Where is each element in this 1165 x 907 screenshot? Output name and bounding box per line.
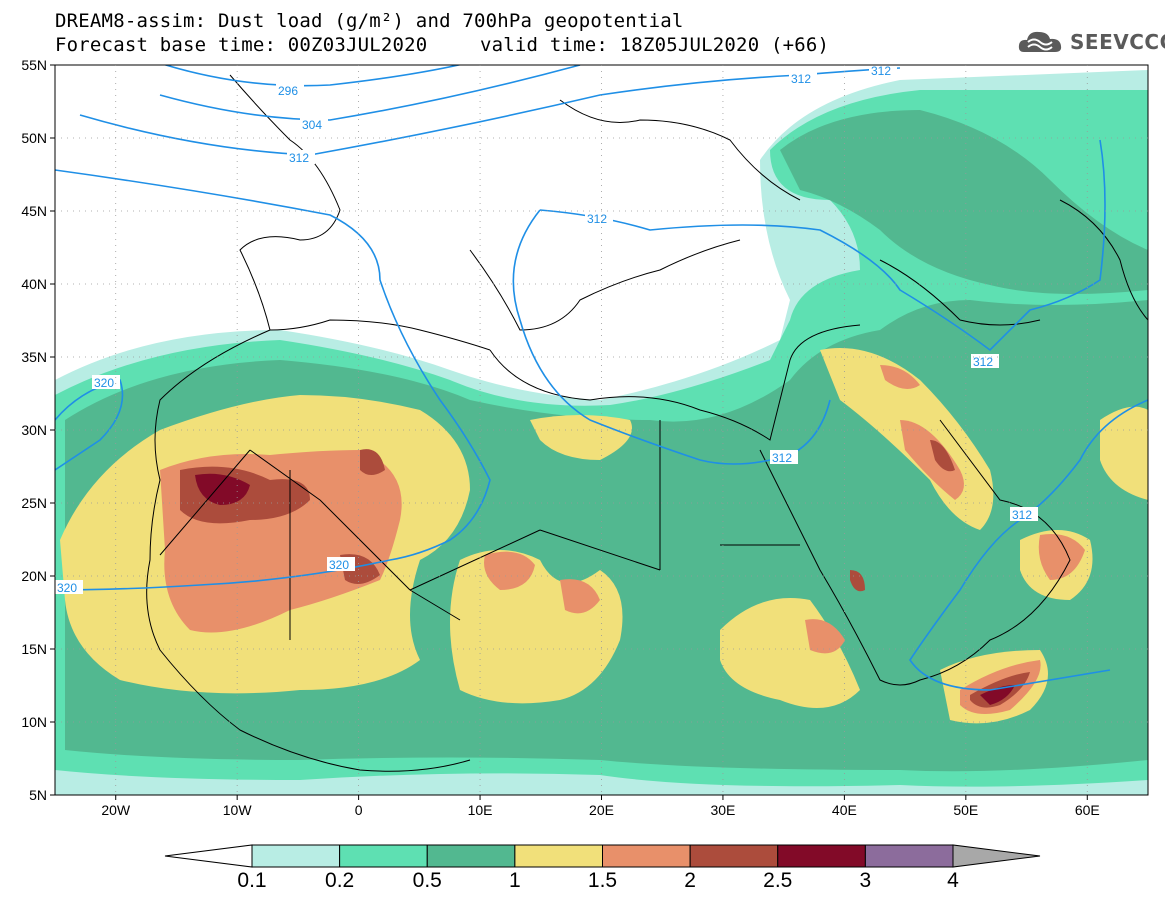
colorbar-segment bbox=[602, 844, 691, 868]
lon-label: 50E bbox=[953, 802, 978, 818]
contour-label: 312 bbox=[287, 150, 315, 165]
lat-label: 30N bbox=[21, 422, 47, 438]
colorbar-tick-label: 2.5 bbox=[763, 869, 792, 892]
coastlines bbox=[146, 74, 1148, 772]
colorbar-segment bbox=[426, 844, 516, 868]
colorbar-tick-label: 0.2 bbox=[325, 869, 354, 892]
contour-label: 296 bbox=[276, 83, 304, 98]
svg-text:320: 320 bbox=[94, 376, 114, 390]
colorbar-segment bbox=[864, 844, 954, 868]
forecast-base-time: Forecast base time: 00Z03JUL2020 bbox=[55, 34, 428, 56]
colorbar-segment bbox=[777, 844, 866, 868]
contour-labels: 296 304 312 312 312 312 312 312 312 320 … bbox=[55, 64, 1038, 595]
contour-label: 312 bbox=[770, 450, 798, 465]
lat-label: 35N bbox=[21, 349, 47, 365]
lon-label: 30E bbox=[710, 802, 735, 818]
svg-text:312: 312 bbox=[871, 64, 891, 78]
lat-label: 5N bbox=[29, 787, 47, 803]
colorbar-tick-label: 0.1 bbox=[237, 869, 266, 892]
contour-label: 304 bbox=[300, 117, 328, 132]
lon-label: 10E bbox=[468, 802, 493, 818]
svg-text:320: 320 bbox=[329, 558, 349, 572]
lat-label: 25N bbox=[21, 495, 47, 511]
colorbar-segment bbox=[251, 844, 341, 868]
colorbar-segment bbox=[514, 844, 603, 868]
colorbar-tick-label: 0.5 bbox=[413, 869, 442, 892]
svg-text:320: 320 bbox=[57, 581, 77, 595]
contour-label: 320 bbox=[327, 557, 355, 572]
longitude-labels: 20W 10W 0 10E 20E 30E 40E 50E 60E bbox=[101, 802, 1099, 818]
colorbar-tick-label: 1 bbox=[509, 869, 521, 892]
lat-label: 55N bbox=[21, 57, 47, 73]
cloud-icon bbox=[1018, 31, 1062, 52]
svg-text:312: 312 bbox=[791, 72, 811, 86]
colorbar-tick-label: 1.5 bbox=[588, 869, 617, 892]
colorbar-tick-label: 2 bbox=[684, 869, 696, 892]
colorbar-tick-label: 3 bbox=[860, 869, 872, 892]
valid-time: valid time: 18Z05JUL2020 (+66) bbox=[480, 34, 830, 56]
colorbar-segment bbox=[689, 844, 779, 868]
graticule bbox=[50, 64, 1148, 800]
lat-label: 10N bbox=[21, 714, 47, 730]
lat-label: 40N bbox=[21, 276, 47, 292]
contour-label: 312 bbox=[869, 64, 897, 78]
lon-label: 20E bbox=[589, 802, 614, 818]
svg-text:312: 312 bbox=[587, 212, 607, 226]
seevccc-logo: SEEVCCC bbox=[1018, 28, 1165, 56]
lat-label: 15N bbox=[21, 641, 47, 657]
svg-text:304: 304 bbox=[302, 118, 322, 132]
colorbar: 0.1 0.2 0.5 1 1.5 2 2.5 3 4 bbox=[164, 844, 1041, 892]
svg-text:312: 312 bbox=[973, 355, 993, 369]
svg-text:296: 296 bbox=[278, 84, 298, 98]
lon-label: 0 bbox=[355, 802, 363, 818]
colorbar-max-arrow bbox=[952, 844, 1041, 868]
svg-text:312: 312 bbox=[772, 451, 792, 465]
contour-label: 320 bbox=[55, 580, 83, 595]
dust-band-2.5 bbox=[195, 473, 1015, 705]
latitude-labels: 55N 50N 45N 40N 35N 30N 25N 20N 15N 10N 5N bbox=[21, 57, 47, 803]
map-area: 296 304 312 312 312 312 312 312 312 320 … bbox=[55, 64, 1148, 795]
colorbar-min-arrow bbox=[164, 844, 253, 868]
lon-label: 40E bbox=[832, 802, 857, 818]
svg-text:312: 312 bbox=[289, 151, 309, 165]
colorbar-tick-label: 4 bbox=[947, 869, 959, 892]
lat-label: 20N bbox=[21, 568, 47, 584]
contour-label: 320 bbox=[92, 375, 120, 390]
map-title: DREAM8-assim: Dust load (g/m²) and 700hP… bbox=[55, 10, 684, 32]
lon-label: 20W bbox=[101, 802, 131, 818]
lon-label: 60E bbox=[1075, 802, 1100, 818]
logo-text: SEEVCCC bbox=[1070, 30, 1165, 54]
lat-label: 50N bbox=[21, 130, 47, 146]
contour-label: 312 bbox=[585, 211, 613, 226]
colorbar-segment bbox=[339, 844, 428, 868]
lat-label: 45N bbox=[21, 203, 47, 219]
contour-label: 312 bbox=[789, 71, 817, 86]
lon-label: 10W bbox=[223, 802, 253, 818]
contour-label: 312 bbox=[1010, 507, 1038, 522]
contour-label: 312 bbox=[971, 354, 999, 369]
svg-text:312: 312 bbox=[1012, 508, 1032, 522]
